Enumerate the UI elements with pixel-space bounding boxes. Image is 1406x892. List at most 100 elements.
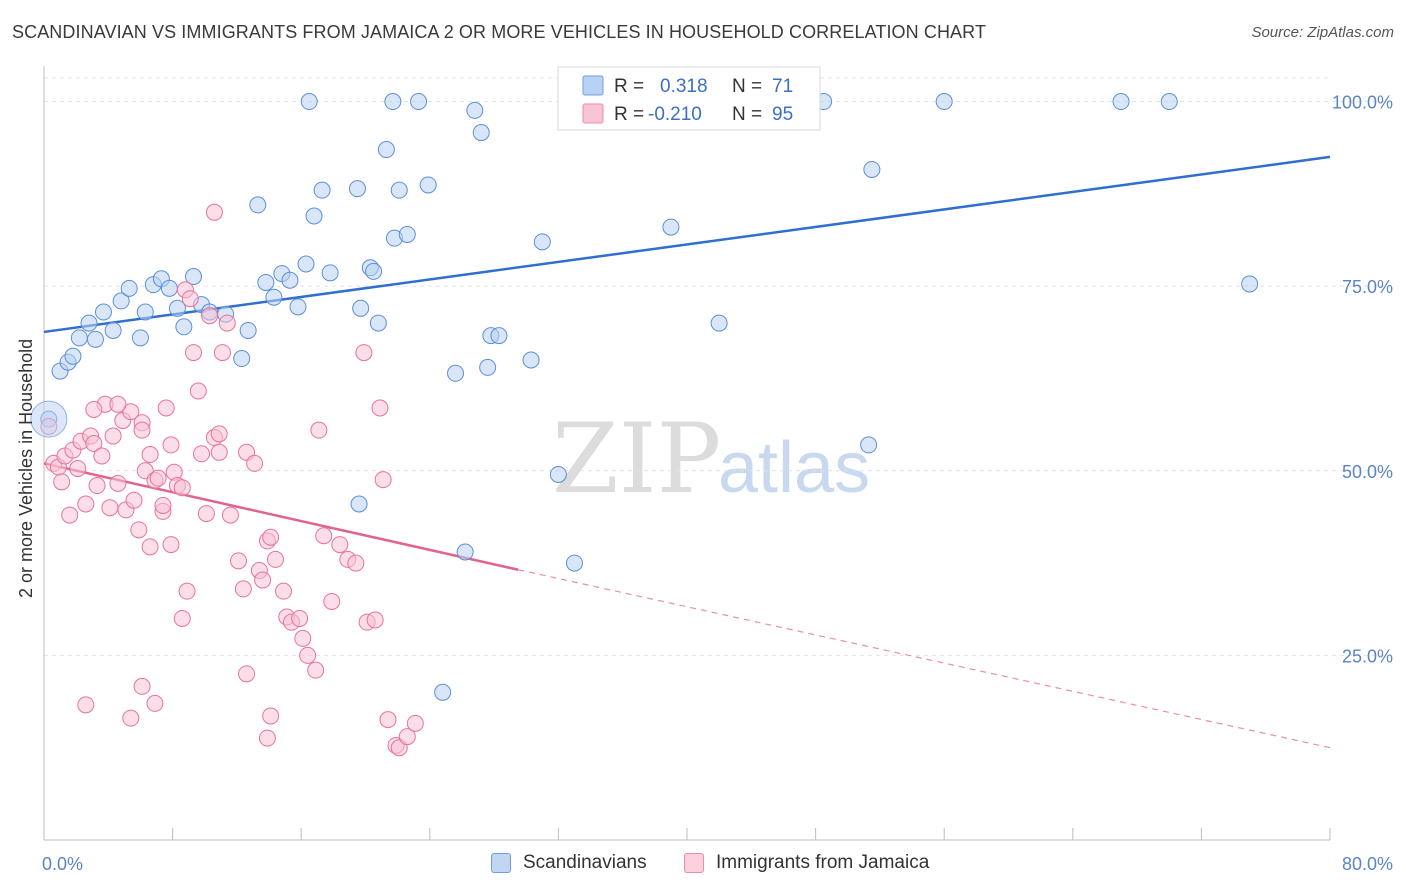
jamaica-point	[141, 538, 159, 556]
scandinavian-point	[249, 196, 267, 214]
jamaica-point	[189, 382, 207, 400]
y-tick-label: 50.0%	[1342, 462, 1393, 482]
jamaica-point	[294, 629, 312, 647]
jamaica-point	[122, 403, 140, 421]
watermark-atlas: atlas	[718, 428, 870, 508]
scandinavian-point	[233, 350, 251, 368]
scandinavian-point	[533, 233, 551, 251]
jamaica-point	[310, 421, 328, 439]
scandinavian-point	[352, 299, 370, 317]
jamaica-point	[347, 554, 365, 572]
jamaica-point	[275, 582, 293, 600]
jamaica-point	[146, 694, 164, 712]
scandinavian-point	[490, 327, 508, 345]
jamaica-point	[141, 446, 159, 464]
scandinavian-point	[369, 314, 387, 332]
jamaica-point	[69, 460, 87, 478]
scandinavian-point	[313, 181, 331, 199]
scandinavian-point	[94, 303, 112, 321]
jamaica-point	[262, 707, 280, 725]
jamaica-point	[374, 471, 392, 489]
chart-source: Source: ZipAtlas.com	[1251, 24, 1394, 41]
jamaica-point	[173, 479, 191, 497]
jamaica-point	[197, 505, 215, 523]
legend-r-value-2: -0.210	[648, 104, 702, 125]
legend-label-scandinavians: Scandinavians	[523, 852, 647, 873]
scandinavian-point	[136, 303, 154, 321]
jamaica-trend-extension	[518, 569, 1331, 749]
scandinavian-point	[112, 292, 130, 310]
jamaica-point	[162, 536, 180, 554]
scandinavian-point	[1241, 275, 1259, 293]
jamaica-point	[53, 473, 71, 491]
legend-r-value-1: 0.318	[660, 76, 708, 97]
jamaica-point	[366, 611, 384, 629]
scandinavian-point	[30, 400, 68, 438]
jamaica-point	[258, 729, 276, 747]
scandinavian-point	[662, 218, 680, 236]
jamaica-point	[133, 677, 151, 695]
scandinavian-point	[175, 318, 193, 336]
jamaica-point	[130, 521, 148, 539]
jamaica-point	[193, 445, 211, 463]
y-tick-label: 100.0%	[1332, 93, 1393, 113]
jamaica-point	[398, 728, 416, 746]
scandinavian-point	[321, 264, 339, 282]
scandinavian-point	[863, 160, 881, 178]
scandinavian-point	[168, 299, 186, 317]
scandinavian-point	[549, 465, 567, 483]
scandinavian-point	[131, 329, 149, 347]
legend-r-label-1: R =	[614, 76, 644, 97]
legend-swatch-jamaica	[582, 103, 604, 124]
jamaica-point	[125, 491, 143, 509]
jamaica-point	[104, 427, 122, 445]
jamaica-point	[77, 495, 95, 513]
scandinavian-point	[390, 181, 408, 199]
scandinavian-point	[120, 279, 138, 297]
jamaica-point	[323, 592, 341, 610]
legend-item-scandinavians: Scandinavians	[491, 852, 647, 874]
gridlines	[44, 77, 1390, 656]
scandinavian-point	[466, 101, 484, 119]
correlation-legend: R = 0.318 N = 71 R = -0.210 N = 95	[557, 66, 821, 131]
jamaica-point	[315, 527, 333, 545]
scandinavian-point	[160, 279, 178, 297]
jamaica-point	[157, 399, 175, 417]
jamaica-point	[291, 609, 309, 627]
legend-n-value-2: 95	[772, 104, 793, 125]
scandinavian-point	[565, 554, 583, 572]
jamaica-point	[262, 528, 280, 546]
jamaica-point	[122, 709, 140, 727]
jamaica-point	[266, 550, 284, 568]
jamaica-point	[205, 203, 223, 221]
jamaica-point	[154, 496, 172, 514]
jamaica-point	[238, 665, 256, 683]
scandinavian-point	[456, 543, 474, 561]
jamaica-point	[221, 506, 239, 524]
scandinavian-point	[104, 321, 122, 339]
scandinavian-point	[289, 298, 307, 316]
jamaica-point	[234, 580, 252, 598]
jamaica-point	[371, 399, 389, 417]
jamaica-point	[213, 344, 231, 362]
scandinavian-point	[1160, 93, 1178, 111]
jamaica-point	[230, 552, 248, 570]
jamaica-point	[178, 582, 196, 600]
jamaica-point	[210, 443, 228, 461]
jamaica-point	[201, 307, 219, 325]
jamaica-point	[149, 469, 167, 487]
y-tick-labels: 25.0% 50.0% 75.0% 100.0%	[1332, 93, 1393, 667]
jamaica-point	[355, 344, 373, 362]
scandinavian-point	[350, 495, 368, 513]
legend-n-label-2: N =	[732, 104, 762, 125]
jamaica-point	[181, 290, 199, 308]
scandinavian-point	[860, 436, 878, 454]
scandinavian-point	[257, 273, 275, 291]
scandinavian-point	[80, 314, 98, 332]
jamaica-point	[254, 571, 272, 589]
jamaica-point	[307, 661, 325, 679]
watermark-zip: ZIP	[552, 403, 721, 515]
jamaica-point	[101, 499, 119, 517]
jamaica-point	[299, 646, 317, 664]
